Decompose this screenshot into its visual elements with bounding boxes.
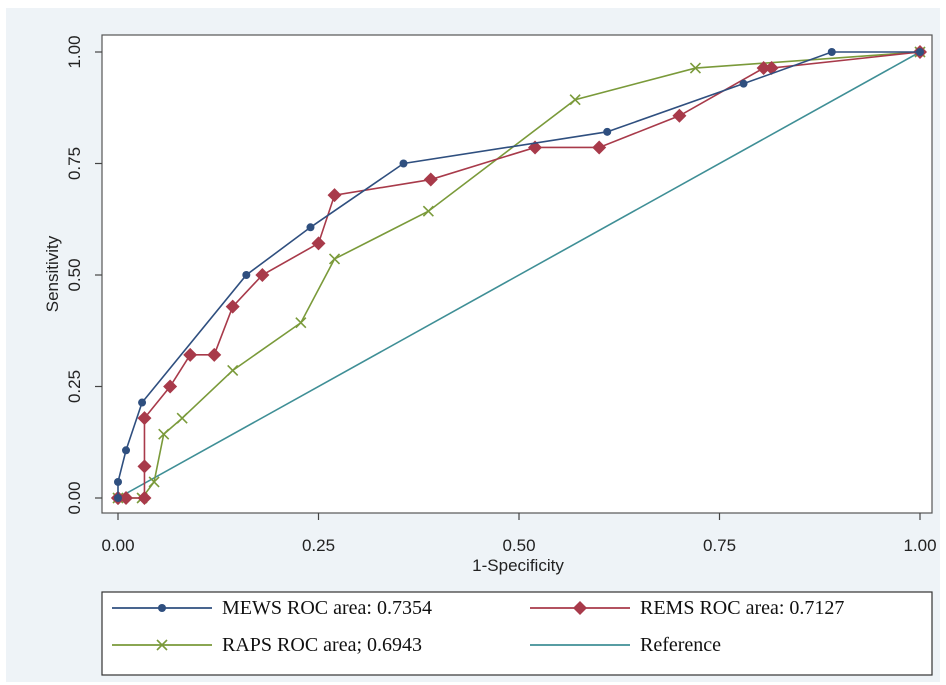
x-tick-label: 0.50 [502,536,535,555]
data-point-rems [327,188,342,203]
data-point-rems [137,491,152,505]
data-point-mews [114,477,122,486]
legend-box [101,591,933,676]
legend-entry-mews: MEWS ROC area: 0.7354 [112,597,432,619]
y-tick-label: 0.50 [65,258,84,291]
data-point-rems [423,172,438,187]
data-point-mews [122,446,131,455]
legend-label: Reference [640,634,721,656]
axis-titles: 1-Specificity Sensitivity [43,235,564,575]
legend-swatch-marker [158,604,166,612]
legend-entry-raps: RAPS ROC area; 0.6943 [112,634,422,656]
x-marker-stroke [295,317,307,329]
data-point-rems [137,411,152,426]
data-point-mews [603,127,612,136]
x-tick-label: 1.00 [903,536,936,555]
data-point-raps [569,94,581,106]
legend-label: RAPS ROC area; 0.6943 [222,634,422,656]
data-point-raps [148,476,160,488]
legend-label: MEWS ROC area: 0.7354 [222,597,432,619]
series-line-reference [117,51,921,499]
data-point-mews [138,398,147,407]
legend: MEWS ROC area: 0.7354 REMS ROC area: 0.71… [101,591,933,676]
data-point-raps [328,253,341,265]
x-marker-stroke [328,253,341,265]
legend-swatch-marker [573,601,587,615]
legend-entry-reference: Reference [530,634,721,656]
data-point-rems [225,299,240,314]
data-point-raps [227,364,239,377]
x-marker-stroke [176,412,188,424]
x-tick-label: 0.75 [703,536,736,555]
data-point-mews [242,271,251,279]
data-point-rems [207,347,222,362]
data-point-rems [592,140,607,155]
series-raps [112,46,926,504]
series-mews [114,48,924,502]
data-point-rems [255,268,270,282]
data-point-rems [183,347,198,362]
x-tick-label: 0.00 [101,536,134,555]
x-marker-stroke [156,639,168,651]
data-point-rems [311,236,326,251]
axes: 0.00 0.25 0.50 0.75 1.00 0.00 0.25 0.50 0.75 1.00 [65,35,937,555]
data-point-mews [916,48,924,56]
data-point-raps [689,62,702,74]
x-marker-stroke [227,364,239,377]
y-tick-label: 0.00 [65,481,84,514]
x-marker-stroke [148,476,160,488]
data-point-rems [672,108,687,123]
series-rems [111,45,927,505]
data-point-raps [176,412,188,424]
x-marker-stroke [569,94,581,106]
y-tick-label: 0.75 [65,147,84,180]
data-point-rems [119,491,134,505]
y-axis-title: Sensitivity [43,235,62,312]
legend-entry-rems: REMS ROC area: 0.7127 [530,597,844,619]
legend-swatch-marker [156,639,168,651]
series-reference [117,51,921,499]
x-marker-stroke [158,428,170,440]
data-point-raps [158,428,170,440]
y-tick-label: 1.00 [65,35,84,68]
x-marker-stroke [689,62,702,74]
x-marker-stroke [422,205,434,217]
data-point-rems [756,61,771,76]
data-point-mews [739,79,748,88]
series-group [111,45,927,505]
data-point-raps [295,317,307,329]
data-point-mews [306,223,315,232]
data-point-raps [422,205,434,217]
data-point-rems [137,459,152,474]
y-tick-label: 0.25 [65,370,84,403]
x-tick-label: 0.25 [302,536,335,555]
legend-label: REMS ROC area: 0.7127 [640,597,844,619]
data-point-mews [114,494,122,502]
x-axis-title: 1-Specificity [472,556,564,575]
plot-area [101,34,933,514]
data-point-mews [399,159,408,168]
data-point-rems [163,379,178,394]
data-point-mews [827,48,836,56]
